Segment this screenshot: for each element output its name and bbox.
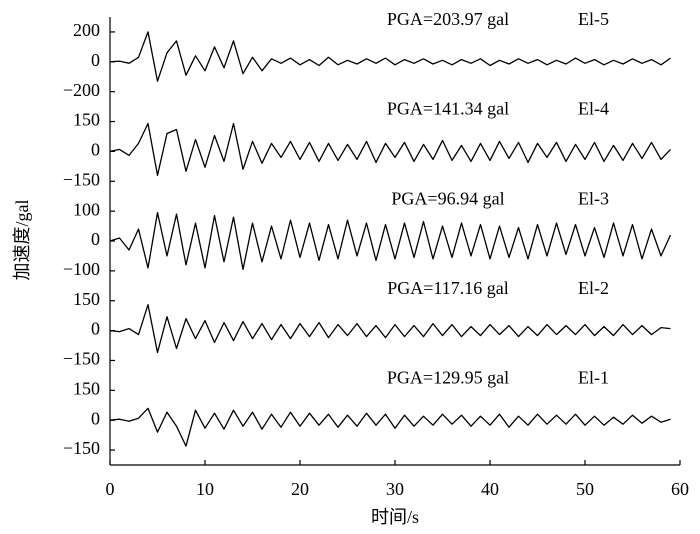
annotation: PGA=203.97 gal bbox=[387, 9, 509, 29]
annotation: PGA=129.95 gal bbox=[387, 368, 509, 388]
y-tick-label: 150 bbox=[73, 289, 100, 309]
y-tick-label: 0 bbox=[91, 229, 100, 249]
series-line bbox=[109, 122, 671, 176]
y-tick-label: 0 bbox=[91, 408, 100, 428]
series-label: El-1 bbox=[578, 368, 609, 388]
annotation: PGA=117.16 gal bbox=[387, 278, 508, 298]
y-tick-label: −150 bbox=[63, 349, 100, 369]
series-label: El-4 bbox=[578, 99, 609, 119]
y-tick-label: −150 bbox=[63, 438, 100, 458]
x-tick-label: 30 bbox=[386, 479, 404, 499]
y-tick-label: −100 bbox=[63, 259, 100, 279]
y-tick-label: 0 bbox=[91, 319, 100, 339]
y-tick-label: 150 bbox=[73, 378, 100, 398]
series-label: El-3 bbox=[578, 188, 609, 208]
series-line bbox=[109, 407, 671, 447]
y-tick-label: 200 bbox=[73, 20, 100, 40]
x-axis-label: 时间/s bbox=[371, 507, 419, 527]
x-tick-label: 0 bbox=[106, 479, 115, 499]
series-line bbox=[109, 211, 672, 271]
x-tick-label: 20 bbox=[291, 479, 309, 499]
y-axis-label: 加速度/gal bbox=[12, 200, 32, 281]
y-tick-label: 100 bbox=[73, 199, 100, 219]
annotation: PGA=96.94 gal bbox=[391, 188, 504, 208]
y-tick-label: 0 bbox=[91, 140, 100, 160]
series-label: El-5 bbox=[578, 9, 609, 29]
y-tick-label: −150 bbox=[63, 169, 100, 189]
series-label: El-2 bbox=[578, 278, 609, 298]
y-tick-label: 150 bbox=[73, 110, 100, 130]
x-tick-label: 10 bbox=[196, 479, 214, 499]
annotation: PGA=141.34 gal bbox=[387, 99, 509, 119]
series-line bbox=[109, 304, 671, 354]
y-tick-label: −200 bbox=[63, 80, 100, 100]
x-tick-label: 60 bbox=[671, 479, 689, 499]
x-tick-label: 40 bbox=[481, 479, 499, 499]
x-tick-label: 50 bbox=[576, 479, 594, 499]
series-line bbox=[109, 31, 671, 82]
y-tick-label: 0 bbox=[91, 50, 100, 70]
